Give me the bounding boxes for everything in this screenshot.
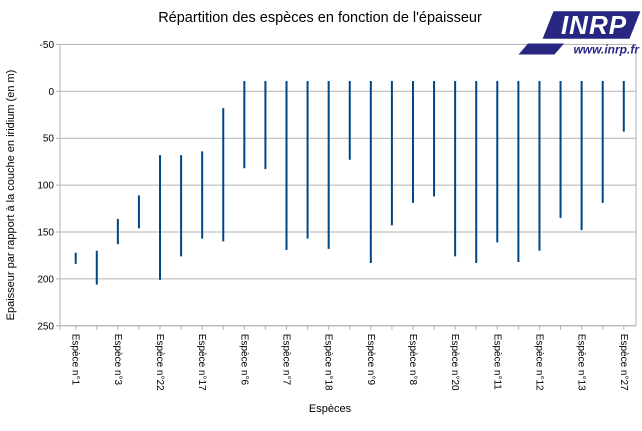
x-label-esp-ce-n-20: Espèce n°20 [449, 334, 460, 391]
y-tick-label-0: 0 [48, 87, 54, 98]
x-label-esp-ce-n-22: Espèce n°22 [154, 334, 165, 391]
x-label-esp-ce-n-7: Espèce n°7 [281, 334, 292, 386]
x-label-esp-ce-n-8: Espèce n°8 [407, 334, 418, 386]
x-label-esp-ce-n-6: Espèce n°6 [238, 334, 249, 386]
inrp-website-link[interactable]: www.inrp.fr [573, 43, 640, 57]
y-tick-label-200: 200 [37, 274, 54, 285]
y-tick-label-150: 150 [37, 228, 54, 239]
y-axis-tick-labels: -50 0 50 100 150 200 250 [37, 40, 54, 332]
y-tick-label--50: -50 [40, 40, 55, 51]
x-axis-title: Espèces [309, 403, 352, 415]
y-tick-label-50: 50 [43, 134, 55, 145]
inrp-logo-box [540, 9, 642, 41]
x-label-esp-ce-n-3: Espèce n°3 [112, 334, 123, 386]
y-tick-label-100: 100 [37, 181, 54, 192]
x-label-esp-ce-n-9: Espèce n°9 [365, 334, 376, 386]
x-label-esp-ce-n-13: Espèce n°13 [576, 334, 587, 391]
axes [56, 43, 637, 330]
chart-title: Répartition des espèces en fonction de l… [158, 10, 482, 26]
x-label-esp-ce-n-12: Espèce n°12 [533, 334, 544, 391]
x-label-esp-ce-n-18: Espèce n°18 [323, 334, 334, 391]
x-label-esp-ce-n-1: Espèce n°1 [70, 334, 81, 386]
y-axis-title: Epaisseur par rapport à la couche en iri… [5, 70, 17, 321]
y-tick-label-250: 250 [37, 321, 54, 332]
range-bars [74, 80, 625, 285]
x-label-esp-ce-n-17: Espèce n°17 [196, 334, 207, 391]
inrp-logo-strip [518, 43, 564, 55]
x-axis-tick-labels: Espèce n°1 Espèce n°3 Espèce n°22 Espèce n°… [70, 334, 629, 391]
inrp-logo: INRP www.inrp.fr [518, 9, 642, 57]
gridlines [60, 43, 636, 327]
x-label-esp-ce-n-27: Espèce n°27 [618, 334, 629, 391]
inrp-logo-text: INRP [561, 10, 627, 40]
x-label-esp-ce-n-11: Espèce n°11 [491, 334, 502, 391]
